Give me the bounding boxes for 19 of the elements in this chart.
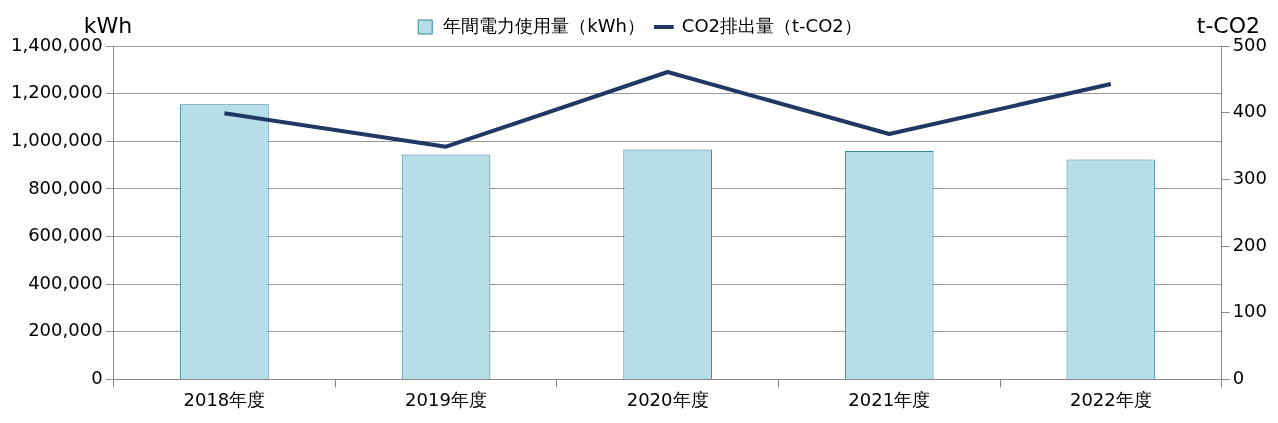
legend-label: CO2排出量（t-CO2） [681, 14, 862, 36]
y-tick-label: 1,200,000 [11, 81, 103, 103]
x-tick-label: 2019年度 [405, 388, 487, 410]
y-tick-label: 200,000 [28, 319, 103, 341]
legend-label: 年間電力使用量（kWh） [443, 14, 645, 36]
y2-tick-label: 400 [1232, 100, 1267, 122]
x-tick-label: 2020年度 [626, 388, 709, 410]
y2-tick-label: 200 [1232, 233, 1267, 255]
y-tick-label: 600,000 [28, 224, 103, 246]
y-tick-label: 800,000 [28, 176, 103, 198]
y2-tick-label: 100 [1232, 300, 1267, 322]
y2-tick-label: 0 [1232, 367, 1245, 389]
y-tick-label: 1,000,000 [11, 128, 103, 150]
x-tick-label: 2018年度 [183, 388, 266, 410]
x-tick-label: 2022年度 [1069, 388, 1152, 410]
x-tick-label: 2021年度 [848, 388, 931, 410]
y2-tick-label: 300 [1232, 167, 1267, 189]
y-tick-label: 0 [91, 367, 103, 389]
y-tick-label: 400,000 [28, 271, 103, 293]
